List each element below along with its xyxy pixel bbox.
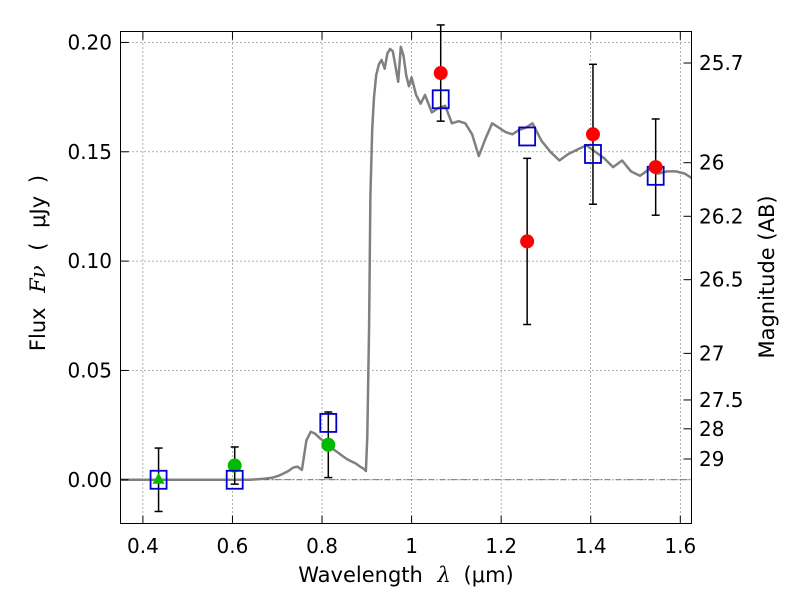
y2-axis-label: Magnitude (AB) — [755, 195, 779, 358]
x-axis-label-prefix: Wavelength — [298, 563, 423, 587]
x-axis-label-symbol: λ — [437, 563, 451, 587]
x-axis-label-unit: μm — [472, 563, 506, 587]
x-axis-label-open: ( — [464, 563, 472, 587]
y-tick-label: 0.05 — [67, 358, 112, 382]
x-tick-label: 1.6 — [664, 534, 696, 558]
x-axis-label: Wavelength λ (μm) — [298, 563, 514, 587]
y-axis-label: Flux Fν ( μJy ) — [26, 175, 50, 351]
plot-frame — [120, 31, 692, 524]
model-sed-line — [120, 45, 693, 482]
markers-group — [149, 66, 665, 490]
y-tick-label: 0.20 — [67, 30, 112, 54]
mag-tick-label: 29 — [699, 447, 724, 471]
observed-red-point — [520, 234, 535, 249]
x-tick-label: 1 — [405, 534, 418, 558]
observed-green-point — [321, 437, 336, 452]
x-tick-label: 0.6 — [217, 534, 249, 558]
ticks-group: 0.4 0.6 0.8 1 1.2 1.4 1.6 0.00 0.05 0.10 0.15 0.20 2… — [67, 30, 743, 558]
x-tick-label: 0.4 — [127, 534, 159, 558]
model-sed-group — [120, 45, 693, 482]
x-tick-label: 1.4 — [575, 534, 607, 558]
x-tick-label: 1.2 — [485, 534, 517, 558]
observed-green-point — [227, 458, 242, 473]
model-band-square — [584, 144, 602, 164]
y-axis-label-unit: μJy — [26, 196, 50, 228]
model-band-square — [149, 469, 168, 490]
mag-tick-label: 26.5 — [699, 268, 744, 292]
mag-tick-label: 26 — [699, 151, 724, 175]
observed-red-point — [648, 160, 663, 175]
y-tick-label: 0.10 — [67, 249, 112, 273]
model-band-square — [431, 89, 450, 110]
mag-tick-label: 27 — [699, 341, 724, 365]
y-axis-label-open: ( — [26, 242, 50, 250]
x-tick-label: 0.8 — [306, 534, 338, 558]
mag-tick-label: 28 — [699, 417, 724, 441]
mag-tick-label: 27.5 — [699, 388, 744, 412]
upper-limit-triangle — [152, 472, 165, 484]
model-band-square — [319, 413, 338, 433]
observed-red-point — [585, 127, 600, 142]
observed-red-point — [433, 66, 448, 81]
y-axis-label-close: ) — [26, 175, 50, 183]
y-tick-label: 0.15 — [67, 140, 112, 164]
x-axis-label-close: ) — [506, 563, 514, 587]
model-band-square — [225, 469, 244, 490]
model-band-square — [518, 126, 537, 147]
mag-tick-label: 25.7 — [699, 51, 744, 75]
mag-tick-label: 26.2 — [699, 204, 744, 228]
y-tick-label: 0.00 — [67, 468, 112, 492]
y-axis-label-symbol: Fν — [26, 265, 50, 294]
y-axis-label-prefix: Flux — [26, 307, 50, 351]
